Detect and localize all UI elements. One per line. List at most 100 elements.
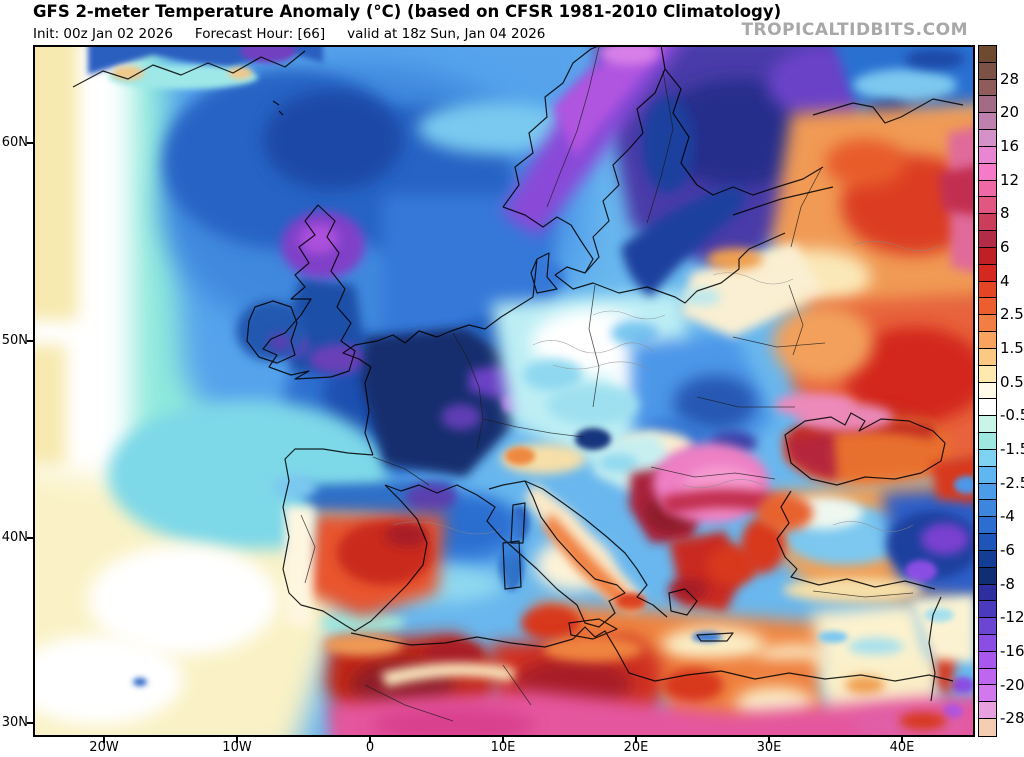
colorbar-cell: [979, 113, 996, 131]
colorbar-cell: [979, 416, 996, 434]
colorbar-cell: [979, 550, 996, 568]
colorbar-label: 0.5: [1000, 372, 1024, 391]
coast-baltic-south: [554, 232, 786, 304]
lat-tick: [27, 722, 33, 724]
lon-tick: [768, 737, 770, 743]
colorbar-cell: [979, 298, 996, 316]
colorbar-cell: [979, 365, 996, 383]
colorbar-cell: [979, 634, 996, 652]
colorbar-label: -1.5: [1000, 439, 1024, 458]
colorbar-cell: [979, 618, 996, 635]
coast-france-med: [384, 484, 478, 496]
lon-label: 10W: [222, 740, 252, 755]
colorbar: [978, 45, 997, 737]
colorbar-cell: [979, 449, 996, 467]
scandinavia-region: [501, 45, 888, 297]
colorbar-cell: [979, 231, 996, 248]
colorbar-cell: [979, 146, 996, 164]
lon-label: 0: [365, 740, 375, 755]
coast-peloponnese: [668, 588, 698, 616]
colorbar-label: -0.5: [1000, 406, 1024, 425]
lon-tick: [635, 737, 637, 743]
lon-label: 40E: [889, 740, 915, 755]
colorbar-label: 2.5: [1000, 305, 1024, 324]
coast-estonia: [732, 186, 834, 216]
colorbar-cell: [979, 163, 996, 181]
colorbar-cell: [979, 180, 996, 198]
colorbar-cell: [979, 702, 996, 720]
init-valid-line: Init: 00z Jan 02 2026 Forecast Hour: [66]…: [33, 26, 567, 42]
colorbar-cell: [979, 399, 996, 417]
colorbar-cell: [979, 433, 996, 450]
lat-tick: [27, 340, 33, 342]
iceland-region: [88, 45, 323, 89]
colorbar-cell: [979, 247, 996, 265]
coast-murmansk: [812, 98, 964, 124]
colorbar-label: -4: [1000, 507, 1015, 526]
colorbar-cell: [979, 214, 996, 232]
colorbar-cell: [979, 483, 996, 501]
coast-norway: [502, 45, 602, 208]
colorbar-label: 12: [1000, 170, 1020, 189]
lon-tick: [369, 737, 371, 743]
lon-label: 30E: [756, 740, 782, 755]
colorbar-cell: [979, 584, 996, 602]
colorbar-label: -28: [1000, 709, 1024, 728]
colorbar-label: 8: [1000, 204, 1010, 223]
coast-corsica: [510, 502, 526, 544]
iberia-region: [273, 475, 457, 629]
coast-ireland: [246, 300, 298, 364]
page-title: GFS 2-meter Temperature Anomaly (°C) (ba…: [33, 2, 782, 21]
colorbar-cell: [979, 130, 996, 147]
lon-tick: [236, 737, 238, 743]
colorbar-cell: [979, 601, 996, 619]
colorbar-label: -2.5: [1000, 473, 1024, 492]
colorbar-label: -20: [1000, 675, 1024, 694]
colorbar-cell: [979, 46, 996, 63]
coast-iceland: [72, 50, 306, 88]
colorbar-cell: [979, 96, 996, 114]
lon-tick: [901, 737, 903, 743]
colorbar-cell: [979, 567, 996, 585]
coast-sweden-east: [584, 45, 666, 274]
lon-tick: [502, 737, 504, 743]
coast-norway-south: [502, 206, 594, 276]
admin-borders: [392, 241, 942, 535]
coast-france: [342, 330, 452, 456]
lon-label: 20E: [623, 740, 649, 755]
coast-denmark: [530, 252, 558, 294]
coast-levant: [928, 596, 942, 702]
central-europe-region: [491, 291, 775, 475]
colorbar-label: 20: [1000, 103, 1020, 122]
lon-label: 10E: [490, 740, 516, 755]
colorbar-cell: [979, 517, 996, 535]
map-border: [33, 45, 975, 737]
valid-time: valid at 18z Sun, Jan 04 2026: [347, 26, 546, 42]
anomaly-map: [33, 45, 975, 737]
colorbar-label: -6: [1000, 540, 1015, 559]
coast-sardinia: [502, 540, 522, 590]
balkans-region: [591, 433, 793, 543]
coast-sicily: [568, 618, 618, 640]
colorbar-label: 16: [1000, 136, 1020, 155]
colorbar-cell: [979, 500, 996, 518]
coastlines: [72, 45, 964, 702]
black-sea-region: [775, 393, 950, 487]
lat-tick: [27, 537, 33, 539]
coast-turkey-west: [776, 490, 936, 590]
coast-uk: [262, 204, 356, 380]
colorbar-cell: [979, 197, 996, 215]
forecast-hour: Forecast Hour: [66]: [194, 26, 326, 42]
lat-tick: [27, 142, 33, 144]
colorbar-cell: [979, 719, 996, 736]
colorbar-label: 6: [1000, 237, 1010, 256]
coast-adriatic: [524, 480, 668, 618]
colorbar-label: 4: [1000, 271, 1010, 290]
coast-finland: [664, 68, 824, 196]
colorbar-label: -8: [1000, 574, 1015, 593]
lat-label: 60N: [1, 135, 28, 150]
coast-faroe: [272, 100, 284, 116]
colorbar-cell: [979, 382, 996, 400]
colorbar-cell: [979, 315, 996, 333]
coast-black-sea: [784, 412, 946, 486]
